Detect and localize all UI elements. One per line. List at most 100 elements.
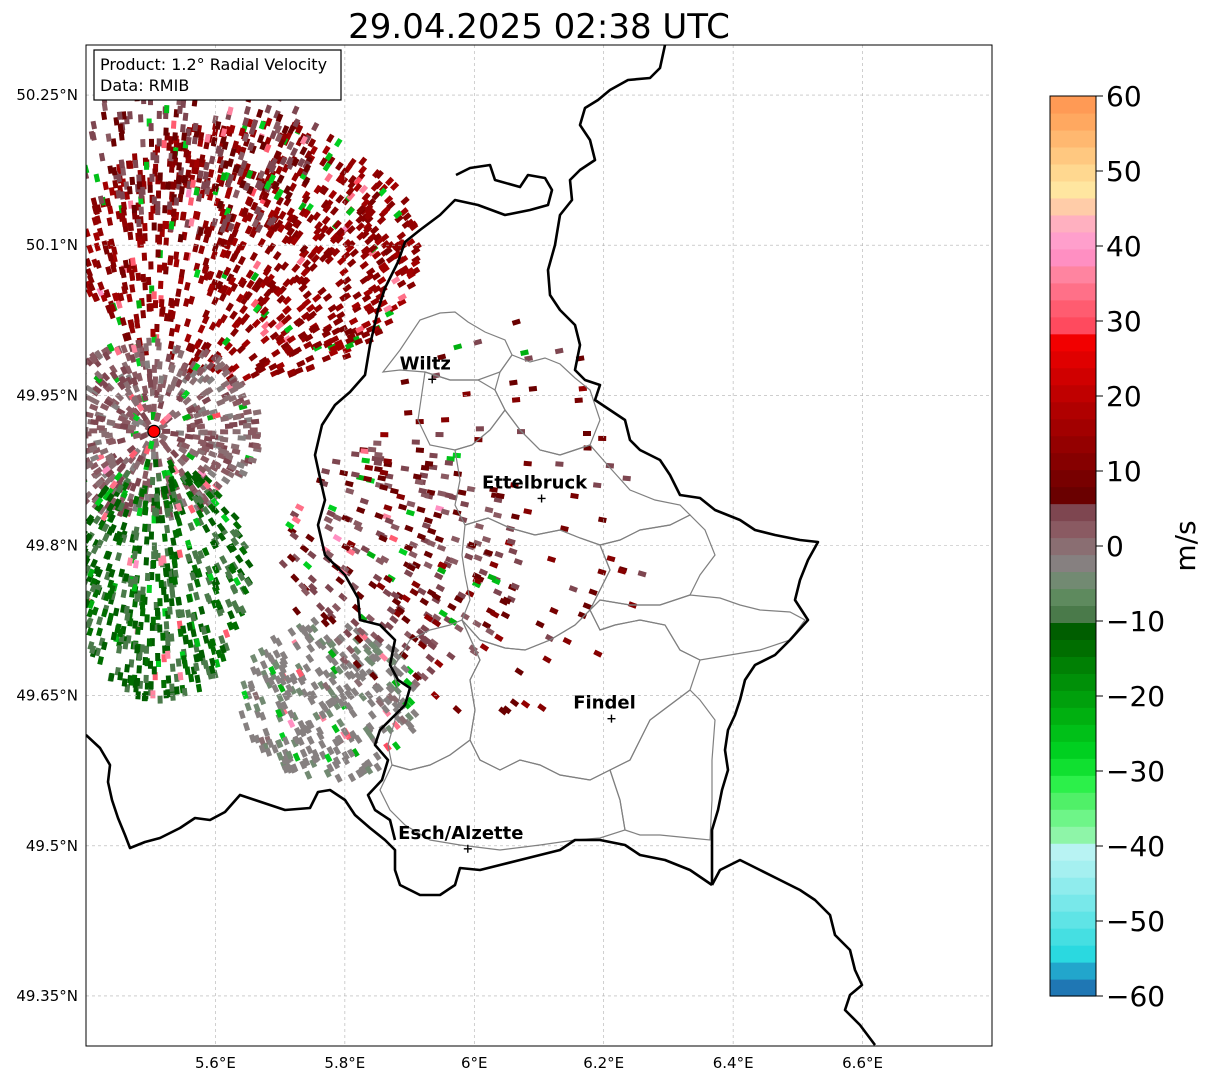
velocity-gate <box>165 469 174 479</box>
velocity-gate <box>89 577 98 587</box>
velocity-gate <box>197 227 205 236</box>
velocity-gate <box>144 458 151 468</box>
velocity-gate <box>55 451 64 458</box>
velocity-gate <box>286 553 297 563</box>
velocity-gate <box>219 248 228 259</box>
velocity-gate <box>117 671 124 681</box>
velocity-gate <box>195 683 203 693</box>
velocity-gate <box>237 255 246 266</box>
velocity-gate <box>367 710 377 720</box>
velocity-gate <box>431 618 442 628</box>
velocity-gate <box>335 311 346 320</box>
velocity-gate <box>151 403 157 412</box>
velocity-gate <box>317 637 327 647</box>
lon-axis: 5.6°E 5.8°E 6°E 6.2°E 6.4°E 6.6°E <box>195 1054 883 1072</box>
velocity-gate <box>331 458 341 465</box>
velocity-gate <box>334 303 344 312</box>
velocity-gate <box>588 588 598 596</box>
velocity-gate <box>220 429 229 435</box>
velocity-gate <box>298 728 307 738</box>
velocity-gate <box>197 324 206 334</box>
velocity-gate <box>374 634 385 644</box>
velocity-gate <box>493 511 502 519</box>
velocity-gate <box>151 542 157 551</box>
velocity-gate <box>86 621 89 632</box>
velocity-gate <box>70 599 78 608</box>
velocity-gate <box>168 327 176 337</box>
velocity-gate <box>333 316 344 326</box>
velocity-gate <box>259 141 267 151</box>
velocity-gate <box>143 674 149 683</box>
velocity-gate <box>188 673 195 683</box>
velocity-gate <box>315 245 325 255</box>
velocity-gate <box>296 303 306 313</box>
velocity-gate <box>376 276 387 285</box>
velocity-gate <box>297 720 306 730</box>
velocity-gate <box>136 372 143 382</box>
velocity-gate <box>324 152 333 162</box>
velocity-gate <box>321 329 332 339</box>
velocity-gate <box>339 176 349 186</box>
velocity-gate <box>274 133 283 143</box>
lon-tick-label: 6°E <box>461 1054 488 1072</box>
colorbar-tick-label: −10 <box>1106 605 1165 638</box>
velocity-gate <box>338 324 348 333</box>
velocity-gate <box>274 637 283 647</box>
velocity-gate <box>223 266 232 276</box>
velocity-gate <box>568 585 578 593</box>
velocity-gate <box>170 208 177 217</box>
velocity-gate <box>89 461 99 471</box>
velocity-gate <box>146 337 152 346</box>
velocity-gate <box>258 120 267 130</box>
velocity-gate <box>414 478 424 486</box>
velocity-gate <box>177 233 184 243</box>
colorbar-segment <box>1050 197 1096 216</box>
velocity-gate <box>415 447 425 453</box>
velocity-gate <box>214 318 224 328</box>
velocity-gate <box>346 191 356 201</box>
velocity-gate <box>167 546 174 556</box>
velocity-gate <box>528 385 538 392</box>
velocity-gate <box>220 172 228 182</box>
velocity-gate <box>207 168 215 178</box>
velocity-gate <box>289 214 299 225</box>
velocity-gate <box>247 680 256 690</box>
velocity-gate <box>381 704 390 714</box>
velocity-gate <box>114 456 124 466</box>
velocity-gate <box>123 605 130 615</box>
colorbar-segment <box>1050 452 1096 471</box>
colorbar-segment <box>1050 962 1096 980</box>
velocity-gate <box>276 312 286 322</box>
velocity-gate <box>151 196 157 205</box>
city-label: Esch/Alzette <box>398 823 523 844</box>
velocity-gate <box>96 425 105 431</box>
velocity-gate <box>327 504 338 513</box>
velocity-gate <box>493 588 503 597</box>
velocity-gate <box>117 123 124 133</box>
velocity-gate <box>220 415 229 422</box>
velocity-gate <box>194 418 204 425</box>
velocity-gate <box>158 432 169 442</box>
velocity-gate <box>246 185 255 195</box>
velocity-gate <box>203 475 213 485</box>
velocity-gate <box>97 489 107 499</box>
velocity-gate <box>178 185 185 195</box>
velocity-gate <box>115 484 124 494</box>
velocity-gate <box>374 646 384 656</box>
velocity-gate <box>523 508 533 515</box>
velocity-gate <box>389 487 399 495</box>
velocity-gate <box>453 470 463 477</box>
velocity-gate <box>78 247 86 256</box>
velocity-gate <box>190 473 200 484</box>
velocity-gate <box>423 561 433 570</box>
velocity-gate <box>335 173 345 184</box>
velocity-gate <box>278 670 287 681</box>
velocity-gate <box>254 667 262 677</box>
velocity-gate <box>119 365 129 376</box>
velocity-gate <box>261 295 271 305</box>
velocity-gate <box>97 505 107 516</box>
velocity-gate <box>237 435 246 441</box>
velocity-gate <box>385 684 395 694</box>
velocity-gate <box>249 170 257 180</box>
velocity-gate <box>192 434 201 441</box>
